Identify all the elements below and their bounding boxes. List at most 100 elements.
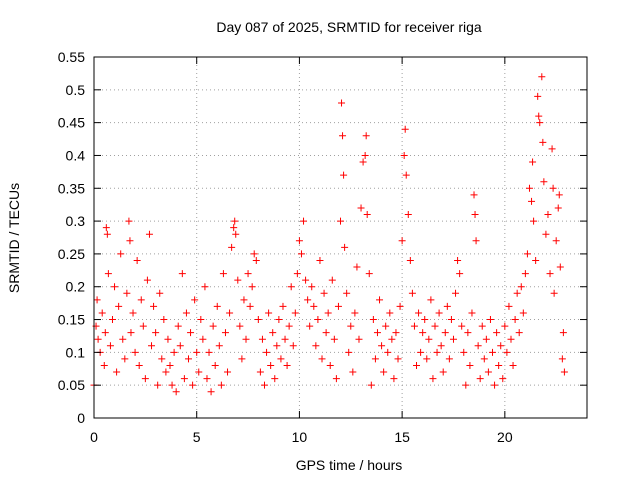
data-point — [111, 283, 119, 291]
data-point — [176, 342, 184, 350]
data-point — [126, 237, 134, 245]
data-point — [326, 361, 334, 369]
y-tick-label: 0.3 — [66, 213, 86, 229]
data-point — [338, 99, 346, 107]
data-point — [378, 342, 386, 350]
data-point — [231, 217, 239, 225]
data-point — [170, 348, 178, 356]
data-point — [521, 270, 529, 278]
plot-frame — [93, 56, 588, 419]
data-point — [396, 302, 404, 310]
data-point — [337, 217, 344, 225]
data-point — [373, 329, 381, 337]
data-point — [431, 322, 439, 330]
data-point — [491, 381, 499, 389]
data-point — [182, 309, 190, 317]
data-point — [528, 197, 536, 205]
data-point — [291, 309, 299, 317]
data-point — [94, 335, 102, 343]
data-point — [476, 375, 484, 383]
data-point — [117, 250, 125, 258]
data-point — [322, 329, 330, 337]
data-point — [269, 329, 277, 337]
data-point — [250, 250, 258, 258]
data-point — [127, 329, 135, 337]
data-point — [539, 138, 547, 146]
data-point — [295, 237, 303, 245]
data-point — [102, 224, 110, 232]
data-point — [164, 335, 172, 343]
data-point — [546, 270, 554, 278]
data-point — [398, 237, 406, 245]
data-point — [143, 276, 151, 284]
data-point — [499, 375, 507, 383]
data-point — [133, 256, 141, 264]
data-point — [555, 191, 563, 199]
x-tick-labels: 0 5 10 15 20 — [90, 429, 513, 445]
axis-ticks — [93, 56, 587, 419]
data-point — [359, 158, 367, 166]
data-point — [486, 316, 494, 324]
y-tick-label: 0.5 — [66, 82, 86, 98]
data-point — [238, 355, 246, 363]
data-point — [115, 302, 123, 310]
data-point — [456, 270, 464, 278]
data-point — [191, 296, 199, 304]
data-point — [260, 381, 268, 389]
data-point — [556, 263, 564, 271]
data-point — [362, 132, 370, 140]
data-point — [201, 283, 209, 291]
data-point — [384, 348, 392, 356]
data-point — [489, 348, 497, 356]
data-point — [351, 309, 359, 317]
data-point — [263, 348, 271, 356]
data-point — [536, 119, 544, 127]
data-point — [535, 112, 543, 120]
data-point — [357, 204, 365, 212]
data-point — [402, 171, 410, 179]
data-point — [304, 296, 312, 304]
data-point — [544, 211, 552, 219]
data-point — [242, 335, 250, 343]
data-point — [310, 302, 318, 310]
data-point — [534, 92, 542, 100]
data-point — [559, 329, 567, 337]
data-point — [415, 309, 423, 317]
data-point — [369, 316, 377, 324]
data-point — [363, 211, 371, 219]
data-point — [193, 348, 201, 356]
data-point — [187, 329, 195, 337]
data-point — [435, 309, 443, 317]
data-point — [339, 132, 347, 140]
data-point — [347, 322, 355, 330]
data-point — [297, 250, 305, 258]
data-point — [123, 289, 131, 297]
y-tick-label: 0.2 — [66, 279, 86, 295]
data-point — [320, 289, 328, 297]
data-point — [334, 302, 342, 310]
data-point — [226, 309, 234, 317]
data-point — [511, 316, 519, 324]
data-point — [343, 289, 351, 297]
data-point — [300, 217, 308, 225]
data-point — [452, 289, 460, 297]
data-point — [103, 230, 111, 238]
data-point — [468, 309, 476, 317]
data-point — [552, 237, 560, 245]
data-point — [293, 270, 301, 278]
x-tick-label: 0 — [90, 429, 98, 445]
chart-title: Day 087 of 2025, SRMTID for receiver rig… — [216, 19, 482, 35]
data-point — [131, 348, 139, 356]
data-point — [437, 342, 445, 350]
data-point — [439, 368, 447, 376]
data-point — [150, 302, 158, 310]
data-point — [519, 309, 527, 317]
data-point — [184, 355, 192, 363]
data-point — [252, 256, 260, 264]
data-point — [558, 355, 566, 363]
data-point — [484, 368, 492, 376]
data-point — [215, 342, 223, 350]
data-point — [503, 348, 511, 356]
data-point — [228, 243, 236, 251]
